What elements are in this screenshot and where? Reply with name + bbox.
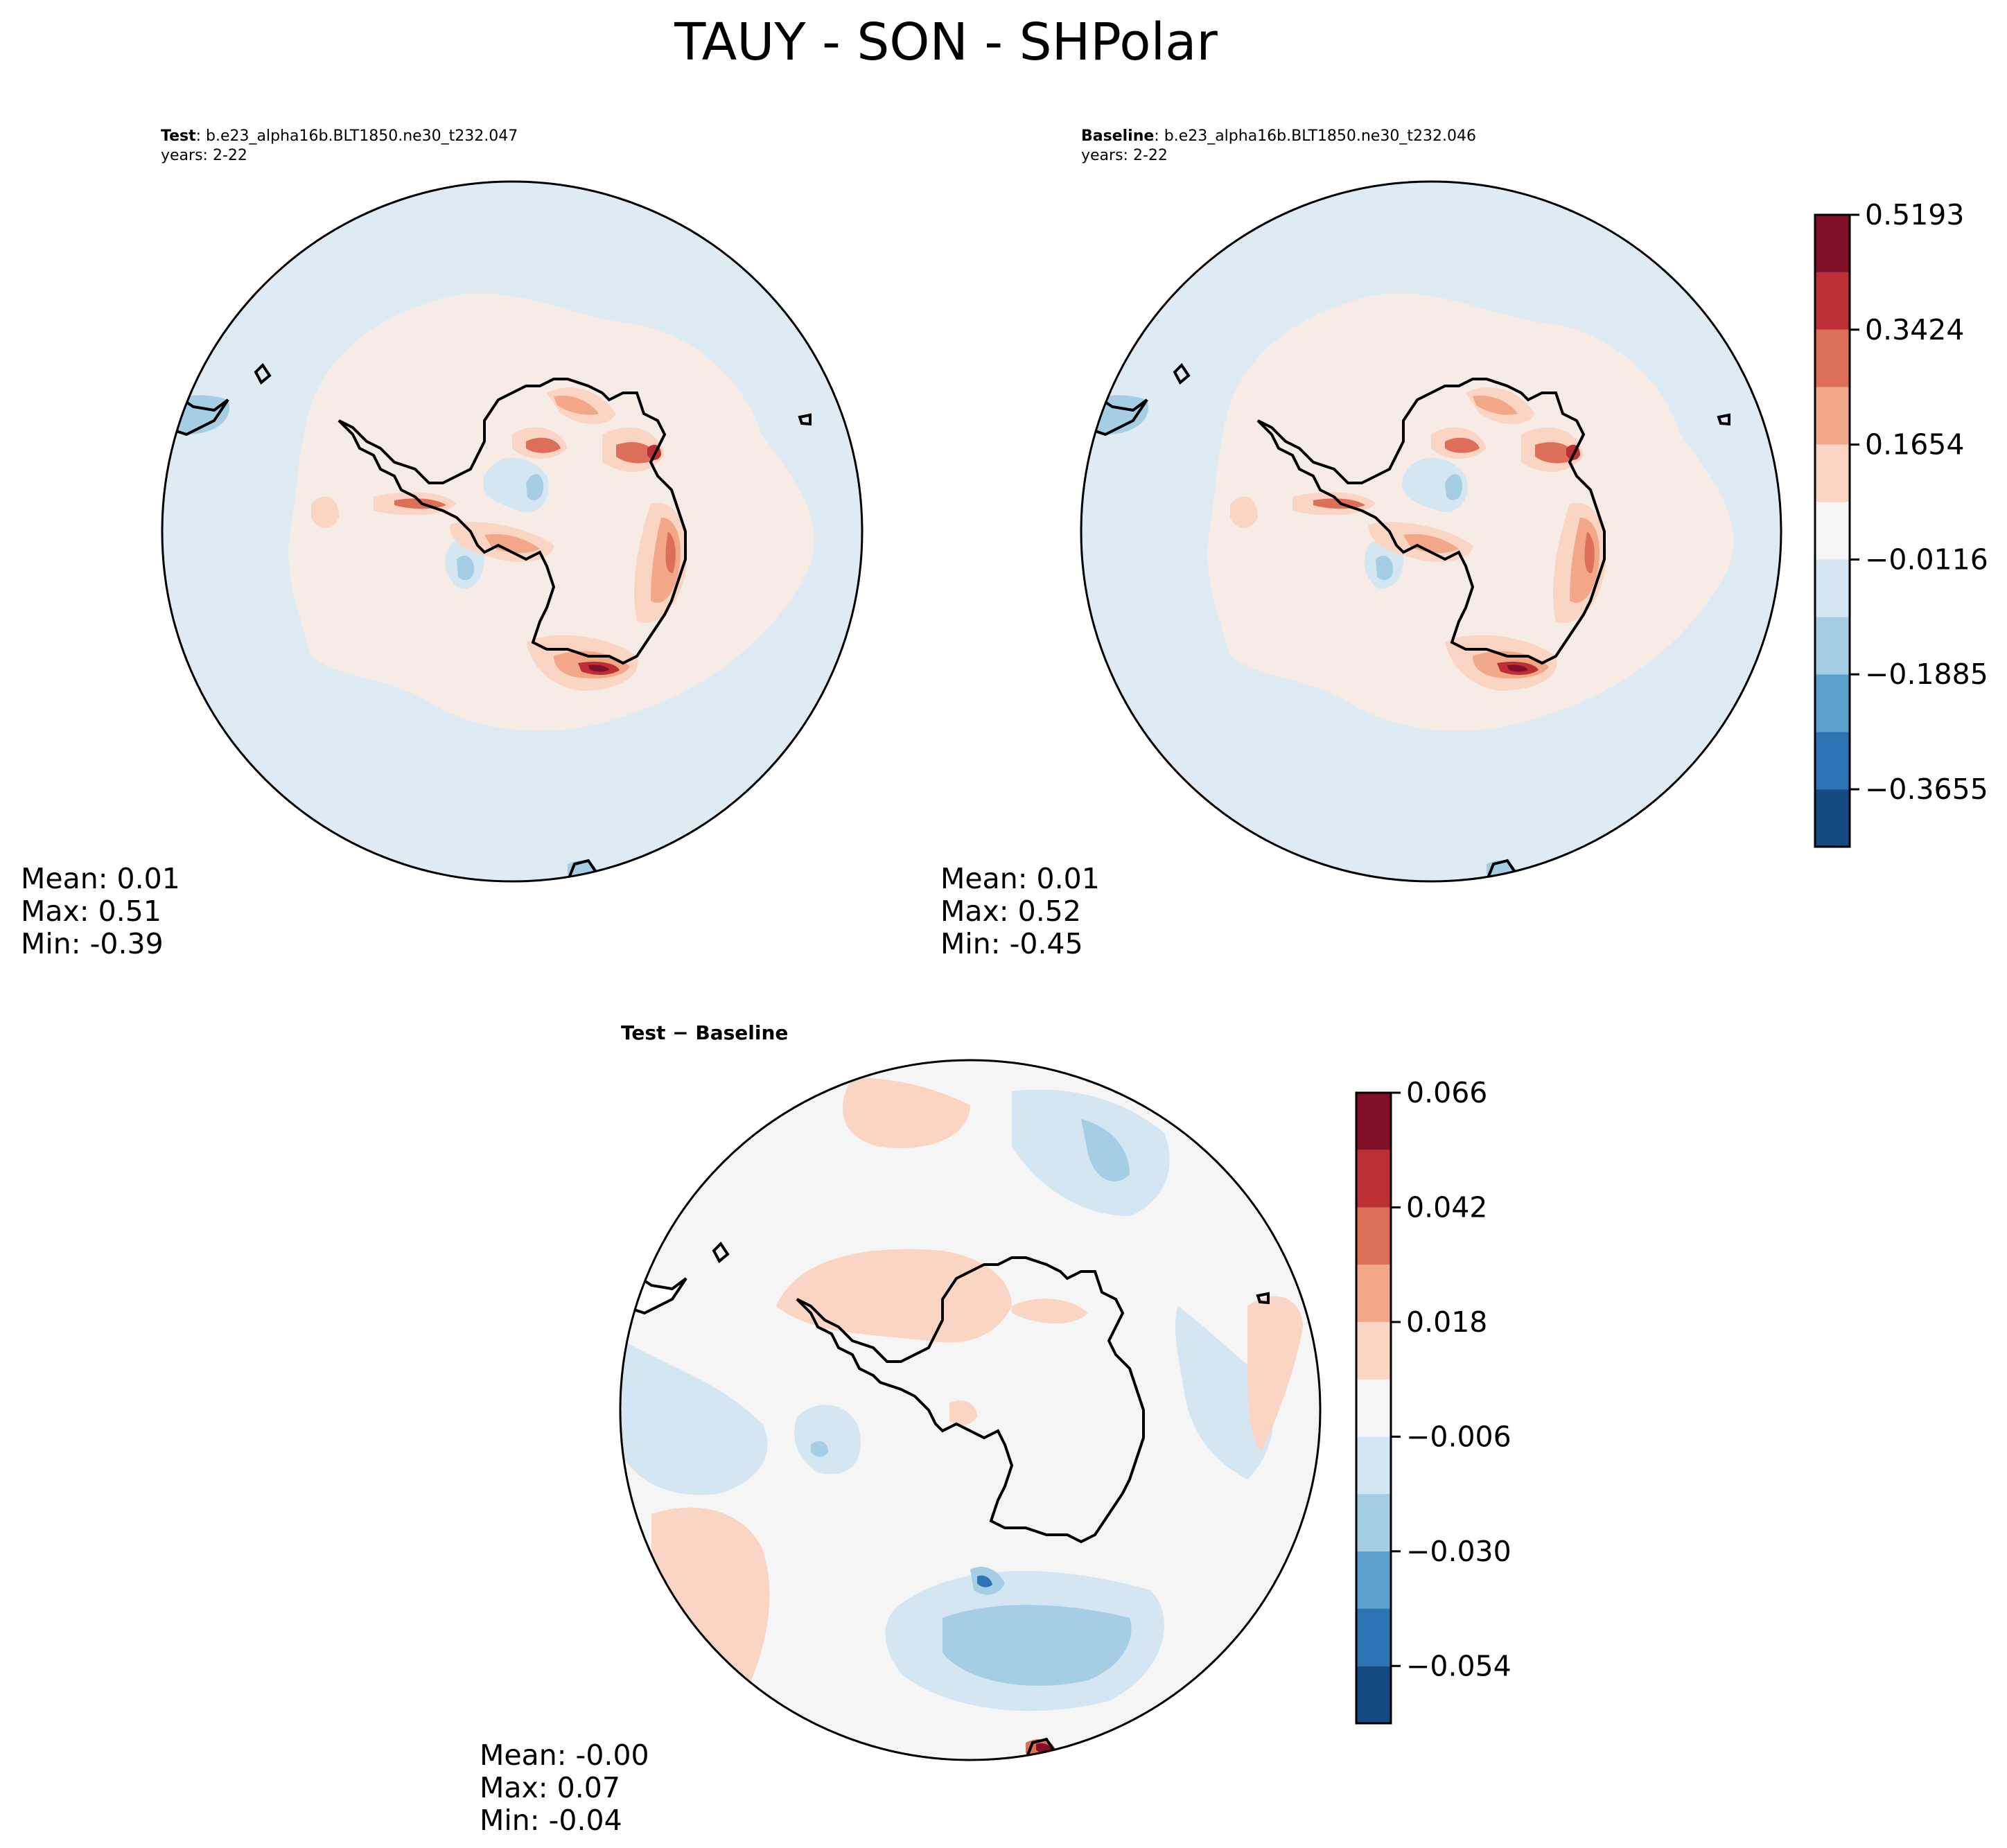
- baseline-colorbar-bin: [1815, 559, 1850, 617]
- baseline-colorbar-tick-label: 0.3424: [1865, 313, 1964, 346]
- baseline-colorbar-frame: [1814, 213, 1851, 848]
- difference-colorbar-tick-label: −0.054: [1406, 1649, 1511, 1682]
- baseline-colorbar-bin: [1815, 732, 1850, 790]
- difference-colorbar-bin: [1356, 1494, 1391, 1551]
- test-max: Max: 0.51: [21, 895, 161, 928]
- difference-stats: Mean: -0.00 Max: 0.07 Min: -0.04: [480, 1739, 649, 1837]
- baseline-panel-header: Baseline: b.e23_alpha16b.BLT1850.ne30_t2…: [1081, 127, 1476, 166]
- test-map: [162, 182, 862, 881]
- baseline-colorbar-bin: [1815, 387, 1850, 445]
- difference-colorbar-bin: [1356, 1436, 1391, 1495]
- baseline-mean: Mean: 0.01: [940, 862, 1100, 895]
- difference-colorbar-tick-label: 0.066: [1406, 1076, 1487, 1109]
- difference-colorbar-bin: [1356, 1666, 1391, 1723]
- baseline-min: Min: -0.45: [940, 927, 1083, 960]
- baseline-colorbar-bin: [1815, 329, 1850, 387]
- test-min: Min: -0.39: [21, 927, 164, 960]
- test-years: years: 2-22: [161, 147, 247, 164]
- test-mean: Mean: 0.01: [21, 862, 180, 895]
- baseline-colorbar-bin: [1815, 215, 1850, 272]
- test-map-frame: [161, 180, 864, 883]
- baseline-colorbar: 0.5193 0.3424 0.1654 −0.0116 −0.1885 −0.3655: [1814, 198, 1988, 848]
- difference-colorbar-bin: [1356, 1265, 1391, 1322]
- test-panel-header: Test: b.e23_alpha16b.BLT1850.ne30_t232.0…: [161, 127, 518, 166]
- baseline-colorbar-tick-label: 0.5193: [1865, 198, 1964, 231]
- baseline-max: Max: 0.52: [940, 895, 1081, 928]
- test-title-text: : b.e23_alpha16b.BLT1850.ne30_t232.047: [195, 127, 518, 145]
- baseline-years: years: 2-22: [1081, 147, 1168, 164]
- difference-mean: Mean: -0.00: [480, 1739, 649, 1772]
- baseline-stats: Mean: 0.01 Max: 0.52 Min: -0.45: [940, 863, 1100, 960]
- difference-min: Min: -0.04: [480, 1804, 622, 1837]
- difference-colorbar: 0.066 0.042 0.018 −0.006 −0.030 −0.054: [1355, 1076, 1511, 1725]
- baseline-colorbar-tick-label: 0.1654: [1865, 428, 1964, 461]
- baseline-map: [1081, 182, 1781, 881]
- difference-title: Test − Baseline: [621, 1021, 789, 1044]
- difference-colorbar-bin: [1356, 1379, 1391, 1437]
- baseline-colorbar-bin: [1815, 617, 1850, 675]
- difference-colorbar-tick-label: 0.018: [1406, 1305, 1487, 1339]
- difference-colorbar-bin: [1356, 1093, 1391, 1150]
- baseline-colorbar-bin: [1815, 272, 1850, 330]
- baseline-title-bold: Baseline: [1081, 127, 1155, 145]
- baseline-colorbar-bin: [1815, 789, 1850, 847]
- difference-max: Max: 0.07: [480, 1771, 620, 1804]
- difference-colorbar-bin: [1356, 1207, 1391, 1265]
- difference-colorbar-tick-label: 0.042: [1406, 1190, 1487, 1224]
- figure-title: TAUY - SON - SHPolar: [674, 12, 1218, 72]
- baseline-colorbar-bin: [1815, 502, 1850, 560]
- difference-colorbar-tick-label: −0.006: [1406, 1420, 1511, 1453]
- baseline-colorbar-bin: [1815, 674, 1850, 732]
- baseline-colorbar-tick-label: −0.1885: [1865, 658, 1988, 691]
- difference-map: [620, 1060, 1320, 1760]
- test-title-bold: Test: [161, 127, 196, 145]
- difference-colorbar-bin: [1356, 1608, 1391, 1666]
- baseline-colorbar-tick-label: −0.3655: [1865, 773, 1988, 806]
- baseline-map-frame: [1080, 180, 1782, 883]
- baseline-title-text: : b.e23_alpha16b.BLT1850.ne30_t232.046: [1154, 127, 1476, 145]
- baseline-colorbar-tick-label: −0.0116: [1865, 543, 1988, 576]
- difference-colorbar-tick-label: −0.030: [1406, 1535, 1511, 1568]
- difference-colorbar-bin: [1356, 1150, 1391, 1208]
- difference-colorbar-frame: [1355, 1091, 1392, 1725]
- baseline-colorbar-bin: [1815, 444, 1850, 502]
- difference-map-frame: [619, 1059, 1322, 1761]
- difference-colorbar-bin: [1356, 1551, 1391, 1609]
- difference-colorbar-bin: [1356, 1321, 1391, 1380]
- test-stats: Mean: 0.01 Max: 0.51 Min: -0.39: [21, 863, 180, 960]
